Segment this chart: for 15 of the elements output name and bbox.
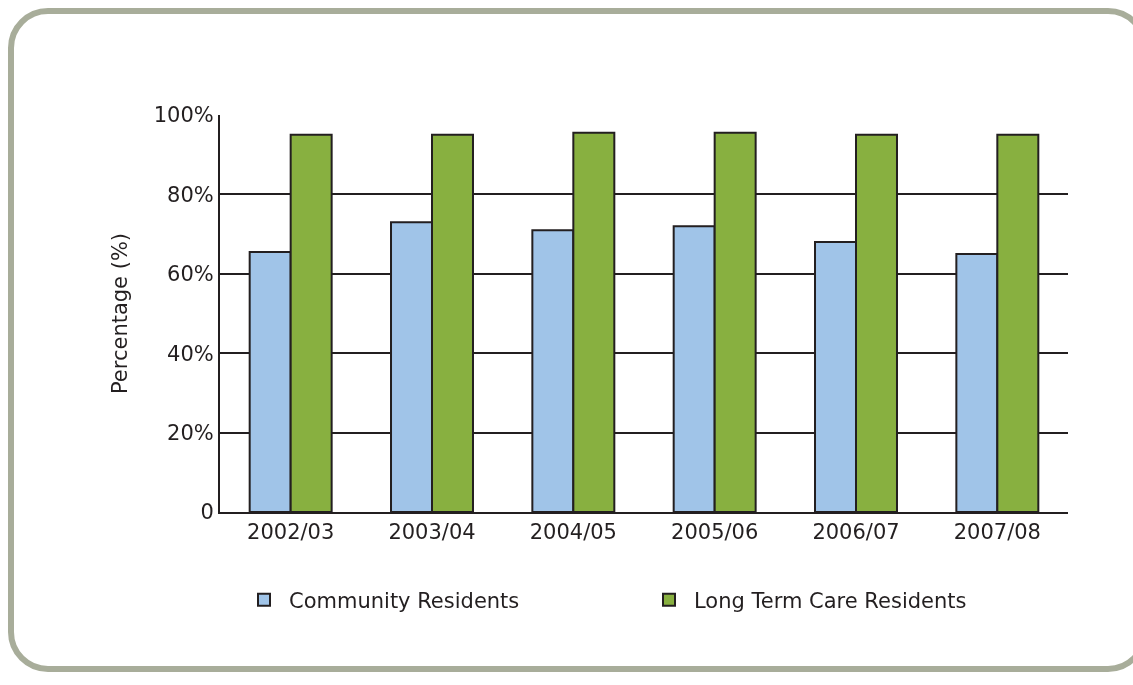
y-tick-label: 20% [167, 420, 214, 445]
x-tick-label: 2005/06 [671, 520, 759, 545]
x-tick-label: 2004/05 [529, 520, 617, 545]
legend-label: Community Residents [289, 588, 520, 613]
y-tick-label: 40% [167, 341, 214, 366]
x-tick-label: 2006/07 [812, 520, 900, 545]
x-tick-label: 2003/04 [388, 520, 476, 545]
y-tick-label: 100% [153, 103, 214, 128]
y-tick-label: 80% [167, 182, 214, 207]
y-tick-label: 60% [167, 262, 214, 287]
legend-label: Long Term Care Residents [694, 588, 967, 613]
x-tick-label: 2007/08 [953, 520, 1041, 545]
y-tick-label: 0 [200, 500, 214, 525]
y-axis-title: Percentage (%) [108, 232, 133, 395]
x-tick-label: 2002/03 [247, 520, 335, 545]
